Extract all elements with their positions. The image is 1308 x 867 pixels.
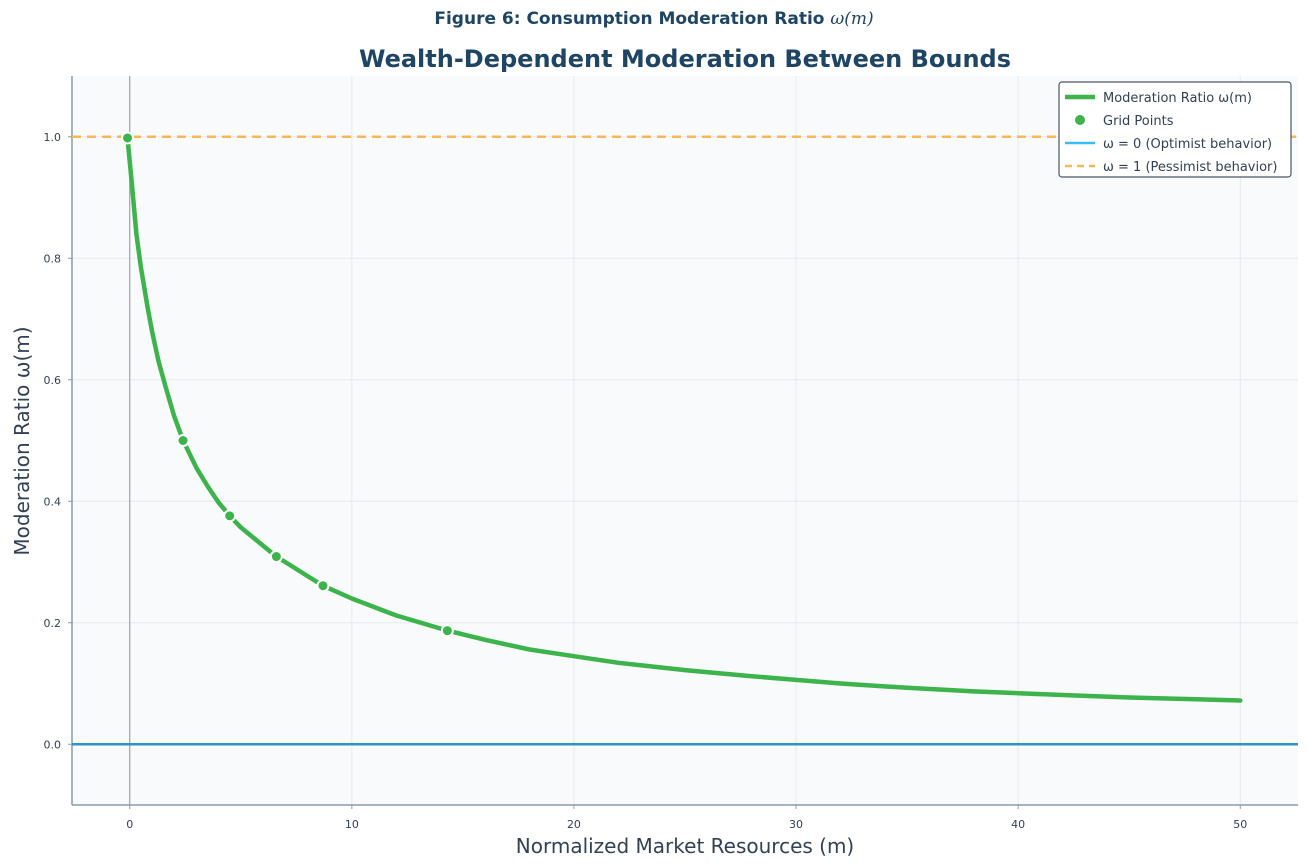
legend-label-0: Moderation Ratio ω(m) [1103, 91, 1252, 106]
axes [71, 76, 1298, 806]
grid-point-1 [176, 434, 190, 447]
x-tick-label-5: 50 [1233, 818, 1247, 831]
x-tick-label-3: 30 [789, 818, 803, 831]
chart-title: Wealth-Dependent Moderation Between Boun… [359, 45, 1011, 73]
grid-point-4 [316, 579, 330, 593]
legend-box [1058, 81, 1292, 178]
legend-label-2: ω = 0 (Optimist behavior) [1103, 137, 1272, 152]
legend: Moderation Ratio ω(m) Grid Points ω = 0 (O… [1058, 81, 1292, 178]
y-tick-label-4: 0.8 [44, 252, 62, 265]
legend-point-swatch [1075, 115, 1085, 125]
legend-label-1: Grid Points [1103, 114, 1174, 129]
grid-point-2 [223, 509, 237, 523]
x-tick-label-1: 10 [345, 818, 359, 831]
y-axis-label: Moderation Ratio ω(m) [10, 326, 34, 555]
tick-labels: 0 10 20 30 40 50 0.0 0.2 0.4 0.6 0.8 1.0 [44, 131, 1248, 831]
grid-point-5 [440, 624, 454, 638]
x-tick-label-0: 0 [126, 818, 133, 831]
y-tick-label-3: 0.6 [44, 374, 62, 387]
figure-label-prefix: Figure 6: Consumption Moderation Ratio [434, 9, 825, 29]
moderation-ratio-line [125, 135, 1243, 703]
legend-label-3: ω = 1 (Pessimist behavior) [1103, 160, 1277, 175]
grid-point-0 [121, 131, 135, 145]
figure-label: Figure 6: Consumption Moderation Ratio ω… [0, 9, 1308, 29]
x-tick-label-4: 40 [1011, 818, 1025, 831]
x-tick-label-2: 20 [567, 818, 581, 831]
grid-point-3 [269, 550, 283, 564]
plot-area [72, 76, 1298, 805]
y-tick-label-5: 1.0 [44, 131, 62, 144]
y-tick-label-2: 0.4 [44, 495, 62, 508]
y-tick-label-0: 0.0 [44, 738, 62, 751]
y-tick-label-1: 0.2 [44, 617, 62, 630]
figure-label-math: ω(m) [830, 9, 874, 29]
x-axis-label: Normalized Market Resources (m) [516, 834, 854, 858]
